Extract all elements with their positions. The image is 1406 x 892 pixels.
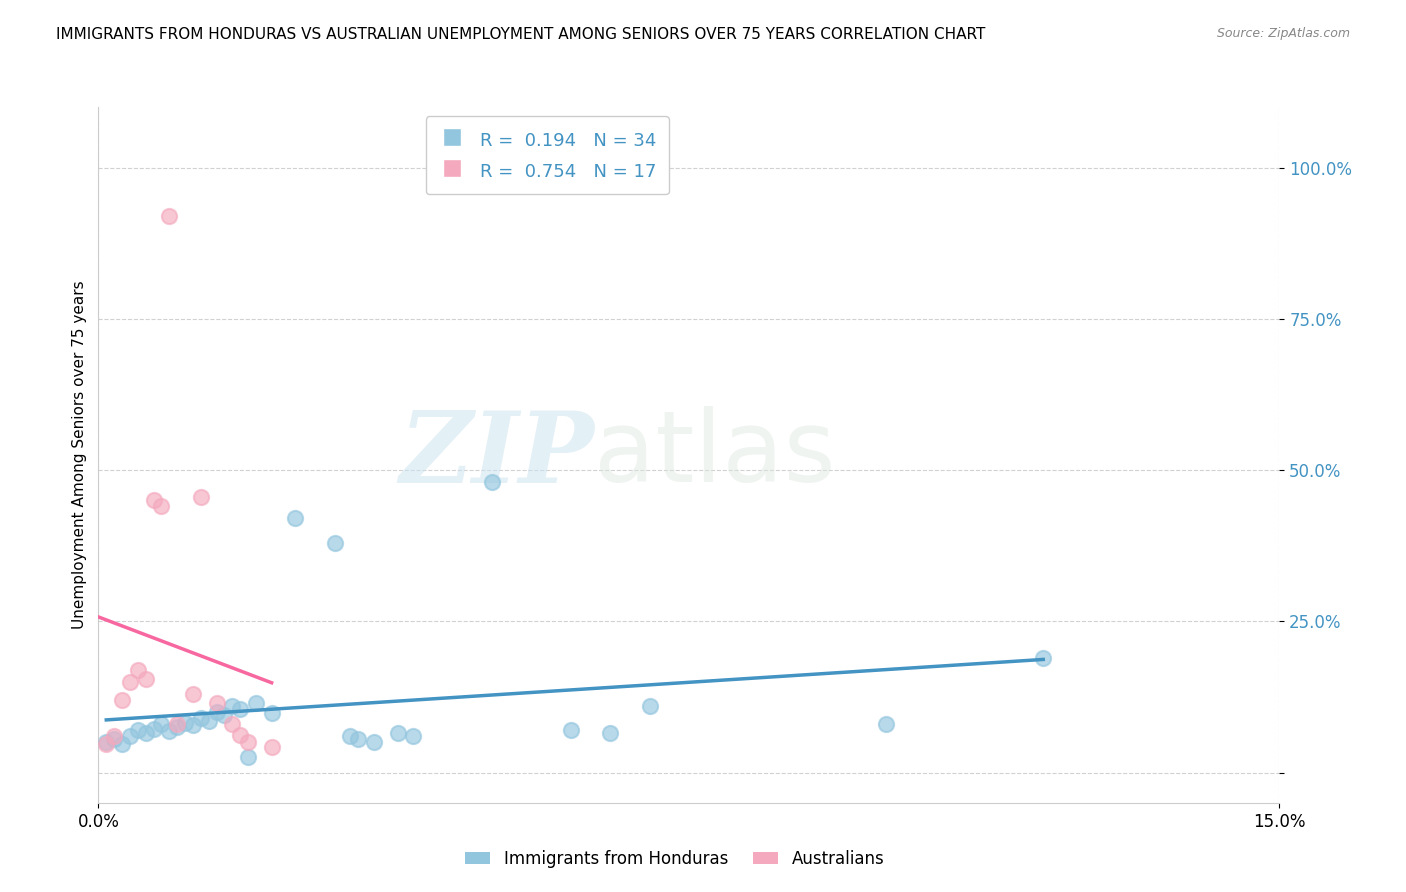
Point [221,698,243,713]
Text: ZIP: ZIP [399,407,595,503]
Point [245,696,267,710]
Point [197,714,219,728]
Point [127,723,149,738]
Point [260,740,283,755]
Point [111,693,134,707]
Point [1032,650,1054,665]
Point [284,511,307,525]
Point [135,726,157,740]
Point [150,717,173,731]
Y-axis label: Unemployment Among Seniors over 75 years: Unemployment Among Seniors over 75 years [72,281,87,629]
Point [103,732,125,747]
Point [323,535,346,549]
Point [599,726,621,740]
Text: Source: ZipAtlas.com: Source: ZipAtlas.com [1216,27,1350,40]
Text: IMMIGRANTS FROM HONDURAS VS AUSTRALIAN UNEMPLOYMENT AMONG SENIORS OVER 75 YEARS : IMMIGRANTS FROM HONDURAS VS AUSTRALIAN U… [56,27,986,42]
Point [181,718,204,732]
Point [221,717,243,731]
Point [157,209,180,223]
Point [103,729,125,743]
Point [875,717,897,731]
Point [118,729,141,743]
Point [135,672,157,686]
Point [205,696,228,710]
Point [142,493,165,508]
Point [157,724,180,739]
Point [229,702,252,716]
Point [205,705,228,719]
Legend: R =  0.194   N = 34, R =  0.754   N = 17: R = 0.194 N = 34, R = 0.754 N = 17 [426,116,669,194]
Point [363,735,385,749]
Point [166,717,188,731]
Point [166,720,188,734]
Point [190,490,212,504]
Point [181,687,204,701]
Point [560,723,582,738]
Point [127,663,149,677]
Point [347,732,370,747]
Point [339,729,361,743]
Point [638,698,661,713]
Point [118,674,141,689]
Text: atlas: atlas [595,407,837,503]
Point [111,737,134,751]
Point [214,708,236,723]
Point [236,735,259,749]
Point [174,715,197,730]
Point [142,722,165,736]
Point [229,728,252,742]
Point [481,475,503,490]
Point [150,500,173,514]
Point [402,729,425,743]
Legend: Immigrants from Honduras, Australians: Immigrants from Honduras, Australians [458,844,891,875]
Point [236,750,259,764]
Point [96,735,118,749]
Point [190,711,212,725]
Point [387,726,409,740]
Point [260,706,283,721]
Point [96,737,118,751]
